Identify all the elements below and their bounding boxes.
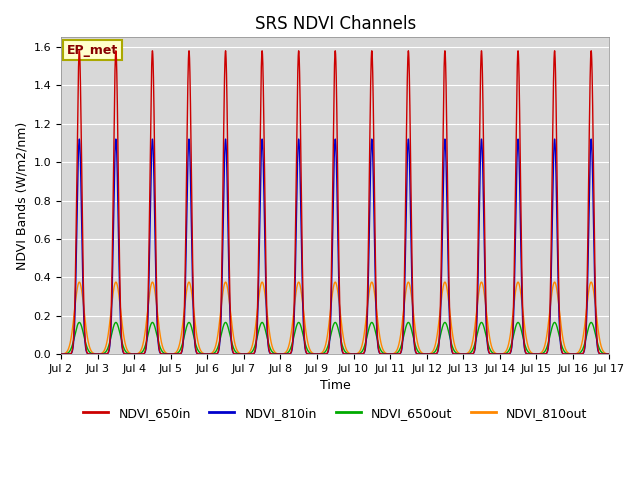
Text: EP_met: EP_met — [67, 44, 118, 57]
X-axis label: Time: Time — [320, 379, 351, 392]
Title: SRS NDVI Channels: SRS NDVI Channels — [255, 15, 416, 33]
Y-axis label: NDVI Bands (W/m2/nm): NDVI Bands (W/m2/nm) — [15, 121, 28, 270]
Legend: NDVI_650in, NDVI_810in, NDVI_650out, NDVI_810out: NDVI_650in, NDVI_810in, NDVI_650out, NDV… — [78, 402, 592, 424]
